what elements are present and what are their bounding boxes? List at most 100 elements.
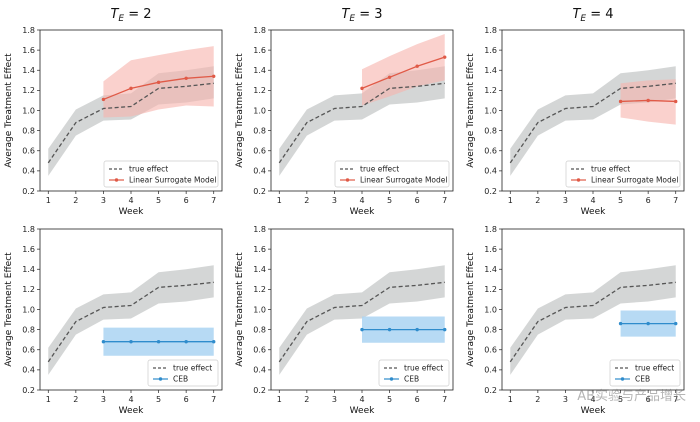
chart-2-ytick-label: 1.6	[253, 46, 266, 55]
chart-1-point-7	[212, 74, 216, 78]
chart-2-point-7	[443, 55, 447, 59]
chart-5-xtick-label: 5	[387, 395, 392, 404]
chart-6-legend-swatch-marker	[620, 377, 625, 381]
chart-2-xtick-label: 5	[387, 196, 392, 205]
chart-6-xtick-label: 4	[590, 395, 595, 404]
chart-4-legend-label-true: true effect	[173, 364, 212, 373]
chart-1-ytick-label: 0.6	[22, 147, 35, 156]
chart-5-ytick-label: 0.2	[253, 386, 266, 395]
chart-3-line-true-effect	[509, 82, 676, 164]
chart-3-xtick-label: 7	[673, 196, 678, 205]
chart-panel-4: 0.2 0.4 0.6 0.8 1.0 1.2 1.4 1.6 1.8 1 2 3 4 5 6 7 Week Av…	[4, 225, 223, 416]
chart-4-ytick-label: 1.2	[22, 285, 35, 294]
chart-panel-1: 0.2 0.4 0.6 0.8 1.0 1.2 1.4 1.6 1.8 1 2 3 4 5 6 7 Week Av…	[4, 7, 223, 217]
chart-1-ylabel: Average Treatment Effect	[4, 53, 14, 168]
chart-6-ytick-label: 1.4	[484, 265, 497, 274]
chart-1-xtick-label: 4	[128, 196, 133, 205]
chart-5-xtick-label: 2	[304, 395, 309, 404]
chart-2-xtick-label: 3	[332, 196, 337, 205]
chart-panel-6: 0.2 0.4 0.6 0.8 1.0 1.2 1.4 1.6 1.8 1 2 3 4 5 6 7 Week Av…	[466, 225, 685, 416]
chart-1-legend-label-true: true effect	[129, 165, 168, 174]
chart-6-legend-label-true: true effect	[635, 364, 674, 373]
chart-6-ytick-label: 0.8	[484, 325, 497, 334]
chart-3-ytick-label: 1.8	[484, 26, 497, 35]
chart-3-point-7	[674, 99, 678, 104]
chart-4-ytick-label: 1.0	[22, 305, 35, 314]
chart-3-xtick-label: 1	[508, 196, 513, 205]
chart-1-legend-label-model: Linear Surrogate Model	[129, 176, 216, 185]
chart-4-ytick-label: 0.6	[22, 346, 35, 355]
chart-1-ytick-label: 1.8	[22, 26, 35, 35]
chart-2-line-model	[361, 56, 445, 89]
chart-1-line-true-effect	[47, 82, 214, 164]
chart-5-point-5	[387, 327, 392, 332]
chart-2-ytick-label: 1.8	[253, 26, 266, 35]
chart-4-ytick-label: 0.8	[22, 325, 35, 334]
chart-3-ytick-label: 1.2	[484, 86, 497, 95]
chart-3-xtick-label: 2	[535, 196, 540, 205]
chart-1-ytick-label: 0.2	[22, 187, 35, 196]
chart-5-point-6	[415, 327, 419, 332]
chart-4-point-4	[129, 340, 133, 344]
chart-5-xtick-label: 4	[359, 395, 364, 404]
chart-4-ytick-label: 1.6	[22, 245, 35, 254]
chart-6-xtick-label: 6	[646, 395, 651, 404]
chart-1-xtick-label: 3	[101, 196, 106, 205]
chart-4-xtick-label: 6	[184, 395, 189, 404]
chart-6-ytick-label: 1.2	[484, 285, 497, 294]
chart-3-xtick-label: 5	[618, 196, 623, 205]
chart-5-xtick-label: 7	[442, 395, 447, 404]
chart-2-point-6	[415, 64, 419, 68]
chart-1-ytick-label: 1.4	[22, 66, 35, 75]
chart-6-legend-label-model: CEB	[635, 375, 650, 384]
chart-1-xlabel: Week	[119, 207, 144, 217]
chart-1-ytick-label: 1.6	[22, 46, 35, 55]
chart-2-band-model	[362, 34, 445, 106]
chart-4-ytick-label: 1.4	[22, 265, 35, 274]
chart-1-ytick-label: 0.8	[22, 126, 35, 135]
chart-3-ytick-label: 0.8	[484, 126, 497, 135]
chart-6-ytick-label: 0.6	[484, 346, 497, 355]
chart-4-xtick-label: 7	[211, 395, 216, 404]
chart-2-legend-label-true: true effect	[360, 165, 399, 174]
chart-6-ylabel: Average Treatment Effect	[466, 252, 476, 367]
chart-4-point-3	[101, 340, 106, 344]
chart-4-xtick-label: 1	[46, 395, 51, 404]
chart-2-ytick-label: 0.8	[253, 126, 266, 135]
chart-3-xtick-label: 6	[646, 196, 651, 205]
chart-4-band-true-effect	[48, 265, 214, 375]
chart-6-xlabel: Week	[581, 406, 606, 416]
chart-6-xtick-label: 2	[535, 395, 540, 404]
chart-1-legend-box	[103, 160, 219, 188]
chart-3-ylabel: Average Treatment Effect	[466, 53, 476, 168]
chart-2-xtick-label: 6	[415, 196, 420, 205]
chart-panel-2: 0.2 0.4 0.6 0.8 1.0 1.2 1.4 1.6 1.8 1 2 3 4 5 6 7 Week Av…	[235, 7, 454, 217]
chart-1-xtick-label: 6	[184, 196, 189, 205]
chart-1-ytick-label: 1.0	[22, 106, 35, 115]
chart-1-title: TE = 2	[110, 7, 151, 24]
chart-6-xtick-label: 7	[673, 395, 678, 404]
chart-panel-5: 0.2 0.4 0.6 0.8 1.0 1.2 1.4 1.6 1.8 1 2 3 4 5 6 7 Week Av…	[235, 225, 454, 416]
chart-6-xtick-label: 5	[618, 395, 623, 404]
chart-4-xlabel: Week	[119, 406, 144, 416]
chart-5-band-true-effect	[279, 265, 445, 375]
chart-3-legend-label-true: true effect	[591, 165, 630, 174]
chart-2-legend-label-model: Linear Surrogate Model	[360, 176, 447, 185]
chart-2-ytick-label: 0.2	[253, 187, 266, 196]
chart-1-ytick-label: 1.2	[22, 86, 35, 95]
chart-2-line-true-effect	[278, 82, 445, 164]
chart-5-ytick-label: 1.6	[253, 245, 266, 254]
chart-2-ylabel: Average Treatment Effect	[235, 53, 245, 168]
chart-5-legend-label-model: CEB	[404, 375, 419, 384]
chart-5-ytick-label: 0.4	[253, 366, 266, 375]
chart-3-ytick-label: 1.6	[484, 46, 497, 55]
chart-5-xtick-label: 1	[277, 395, 282, 404]
chart-3-xlabel: Week	[581, 207, 606, 217]
chart-2-legend-box	[334, 160, 450, 188]
chart-2-ytick-label: 0.4	[253, 167, 266, 176]
chart-1-point-4	[129, 86, 133, 91]
chart-5-ytick-label: 0.8	[253, 325, 266, 334]
chart-4-xtick-label: 3	[101, 395, 106, 404]
chart-6-point-6	[646, 321, 650, 326]
